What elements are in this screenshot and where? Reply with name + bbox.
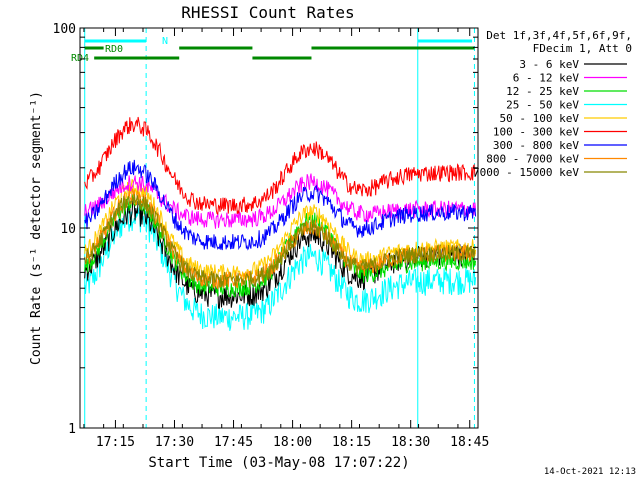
y-tick-label-2: 100 [53,22,76,37]
plot-frame [79,27,479,429]
x-tick-label-5: 18:30 [391,435,430,450]
footer-timestamp: 14-Oct-2021 12:13 [544,467,636,477]
legend-label-1: 6 - 12 keV [513,72,580,85]
legend-header-line-1: Det 1f,3f,4f,5f,6f,9f, [486,29,632,42]
x-tick-label-4: 18:15 [332,435,371,450]
status-bar-label-rd0: RD0 [105,44,123,55]
x-tick-label-1: 17:30 [155,435,194,450]
x-tick-label-0: 17:15 [96,435,135,450]
chart-title: RHESSI Count Rates [181,3,354,22]
legend-label-2: 12 - 25 keV [506,85,579,98]
series-line-8 [84,194,476,289]
x-tick-label-3: 18:00 [273,435,312,450]
legend-label-4: 50 - 100 keV [500,112,580,125]
y-tick-label-0: 1 [68,422,76,437]
legend-label-3: 25 - 50 keV [506,99,579,112]
legend-label-8: 7000 - 15000 keV [473,166,579,179]
x-axis-label: Start Time (03-May-08 17:07:22) [148,455,409,471]
series-line-6 [84,159,477,251]
y-axis-label: Count Rate (s⁻¹ detector segment⁻¹) [29,91,44,365]
series-line-5 [84,116,477,216]
series-line-1 [84,173,477,229]
legend-label-5: 100 - 300 keV [493,126,579,139]
legend-header-line-2: FDecim 1, Att 0 [533,42,632,55]
legend-label-6: 300 - 800 keV [493,139,579,152]
x-tick-label-2: 17:45 [214,435,253,450]
legend-label-7: 800 - 7000 keV [486,153,579,166]
legend-label-0: 3 - 6 keV [519,58,579,71]
y-tick-label-1: 10 [60,222,76,237]
x-tick-label-6: 18:45 [450,435,489,450]
status-bar-label-n: N [162,36,168,47]
